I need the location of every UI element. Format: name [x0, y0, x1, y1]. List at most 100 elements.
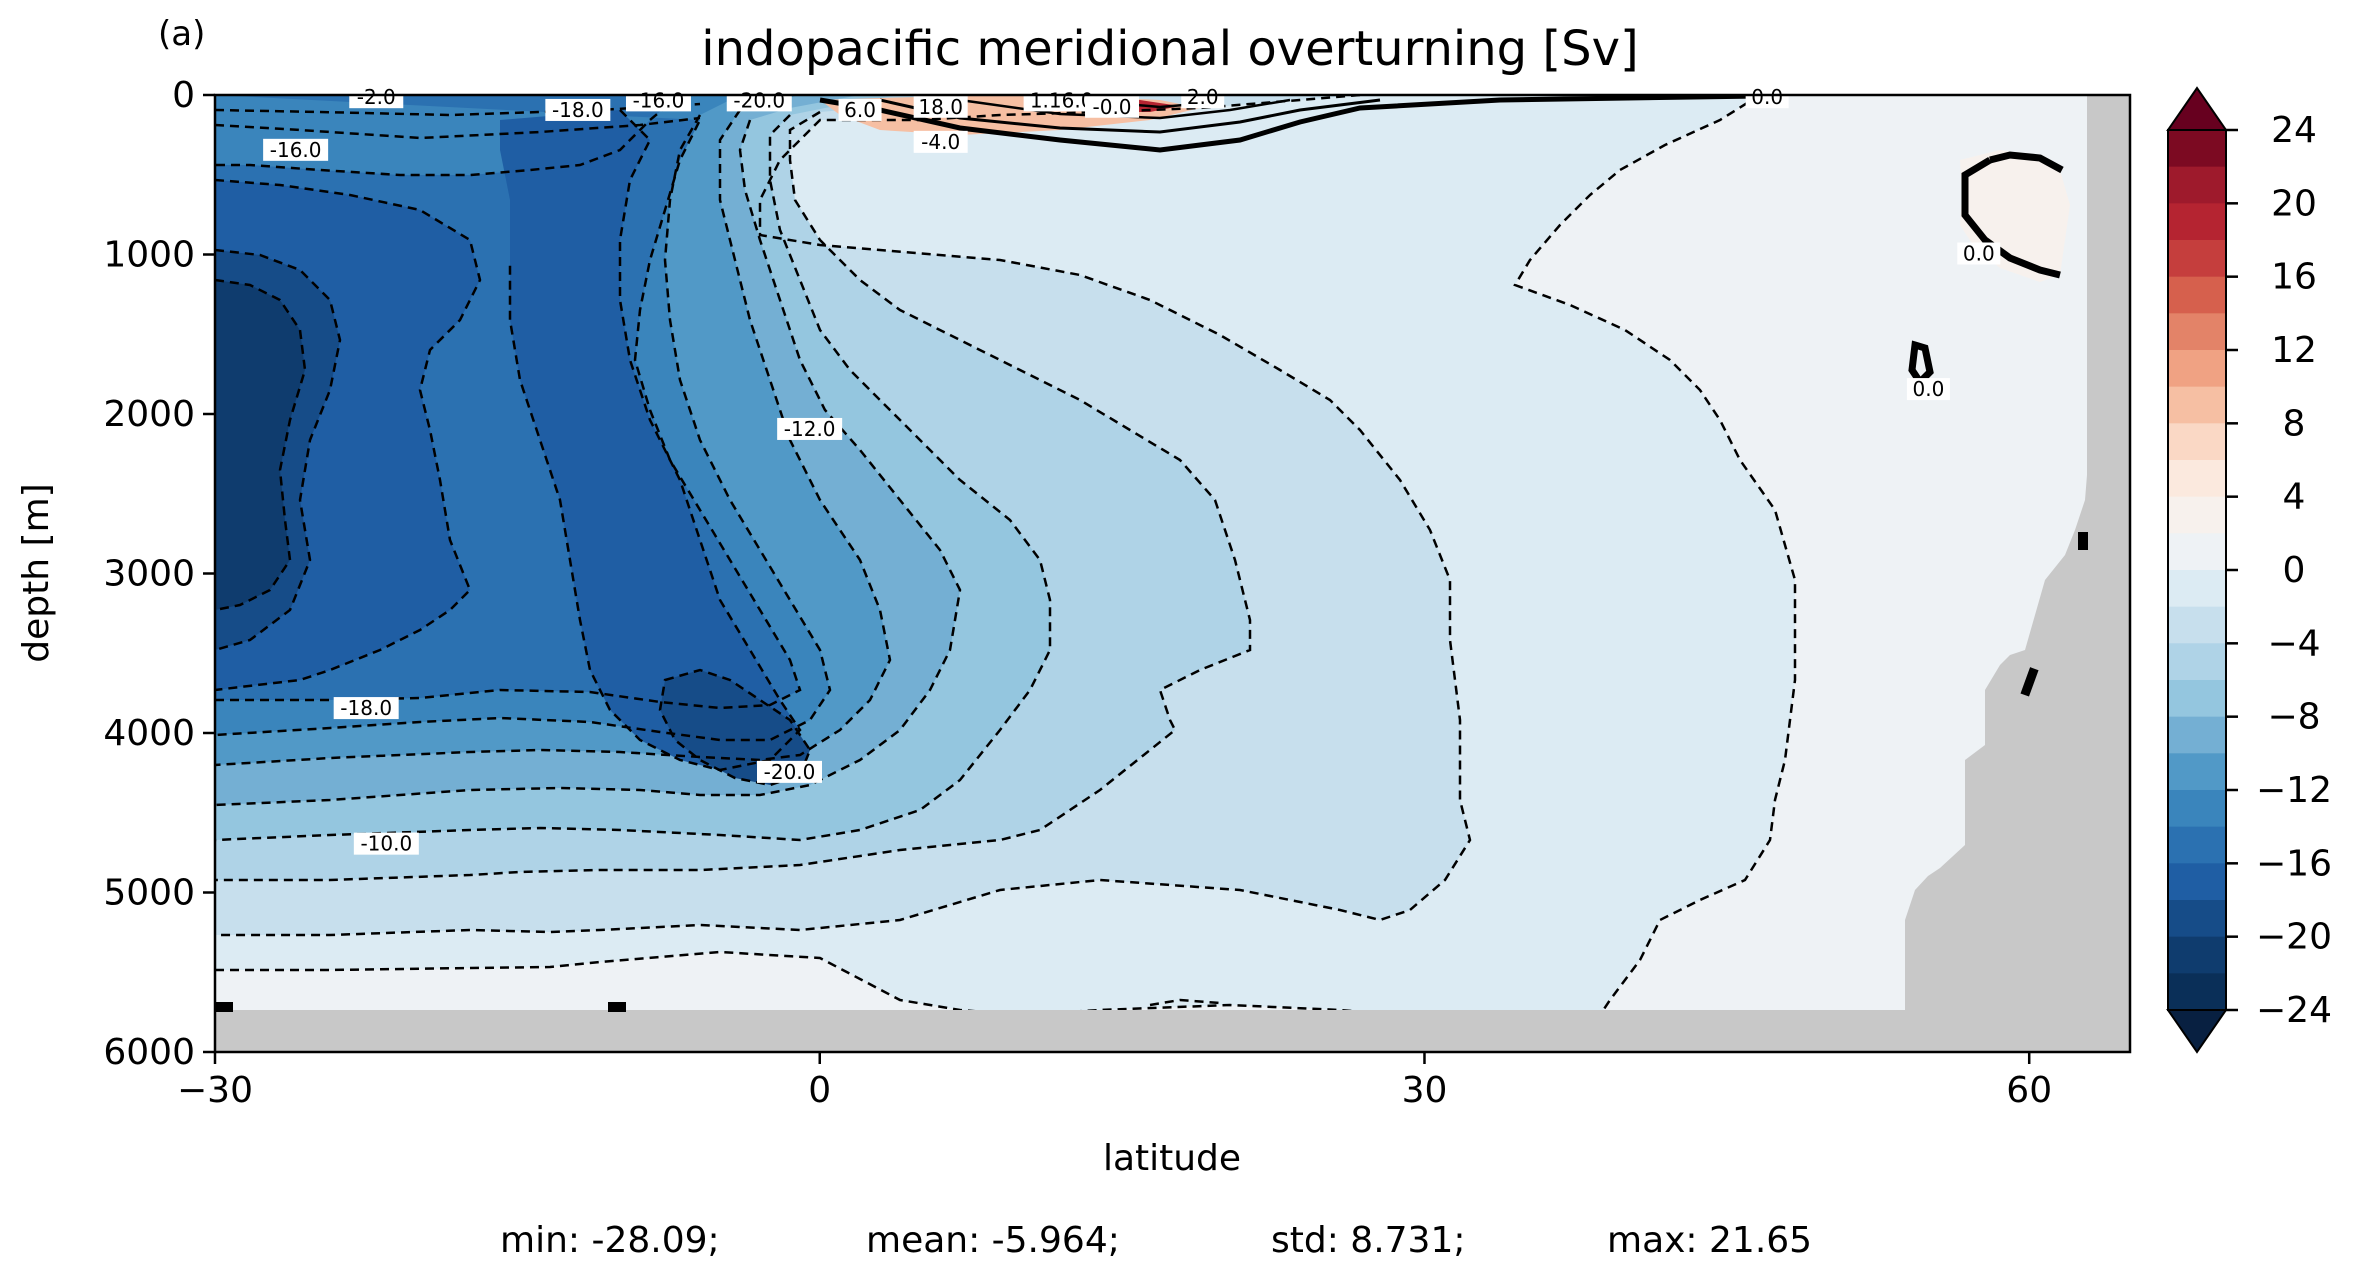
- topography-mask: [215, 95, 2130, 1052]
- svg-text:0.0: 0.0: [1751, 85, 1783, 109]
- svg-text:-20.0: -20.0: [764, 760, 816, 784]
- contour-labels: -2.0 -18.0 -16.0 -20.0 6.0 18.0 -4.0 1.16.0 -0.0…: [263, 85, 2001, 856]
- svg-text:-10.0: -10.0: [360, 832, 412, 856]
- plot-area: [215, 95, 2130, 1052]
- contour-label: -12.0: [777, 417, 843, 441]
- colorbar-band: [2168, 790, 2226, 828]
- colorbar-band: [2168, 680, 2226, 718]
- svg-text:-16.0: -16.0: [633, 88, 685, 112]
- colorbar-tick-label: 8: [2283, 403, 2306, 444]
- colorbar-tick-label: −16: [2256, 843, 2332, 884]
- svg-text:6.0: 6.0: [844, 98, 876, 122]
- colorbar-band: [2168, 936, 2226, 974]
- colorbar-band: [2168, 350, 2226, 388]
- colorbar-band: [2168, 203, 2226, 241]
- svg-text:-0.0: -0.0: [1093, 95, 1132, 119]
- x-tick-label: 30: [1402, 1070, 1448, 1111]
- colorbar-tick-label: −24: [2256, 990, 2332, 1031]
- svg-text:0.0: 0.0: [1913, 377, 1945, 401]
- colorbar-tick-label: 4: [2283, 477, 2306, 518]
- contour-label: 0.0: [1957, 242, 2001, 266]
- contour-label: 18.0: [913, 95, 968, 119]
- colorbar: 24 20 16 12 8 4 0 −4 −8 −12 −16 −20 −24: [2166, 86, 2332, 1054]
- band-minus-24: [215, 280, 305, 610]
- y-tick-label: 1000: [103, 235, 195, 276]
- contour-label: -2.0: [349, 85, 404, 109]
- contour-label: -16.0: [625, 88, 691, 112]
- svg-text:-12.0: -12.0: [784, 417, 836, 441]
- colorbar-band: [2168, 643, 2226, 681]
- colorbar-band: [2168, 753, 2226, 791]
- colorbar-band: [2168, 166, 2226, 204]
- colorbar-band: [2168, 130, 2226, 168]
- colorbar-band: [2168, 863, 2226, 901]
- svg-text:-20.0: -20.0: [733, 88, 785, 112]
- y-tick-label: 3000: [103, 554, 195, 595]
- colorbar-tick-label: 24: [2271, 110, 2317, 151]
- y-tick-label: 6000: [103, 1032, 195, 1073]
- topography-dashes: [215, 532, 2088, 1012]
- contour-label: -16.0: [263, 138, 329, 162]
- contour-label: -18.0: [545, 98, 611, 122]
- contour-label: -20.0: [726, 88, 792, 112]
- y-axis: 0 1000 2000 3000 4000 5000 6000: [103, 75, 215, 1073]
- contour-label: -10.0: [353, 832, 419, 856]
- svg-text:-18.0: -18.0: [552, 98, 604, 122]
- stat-mean: mean: -5.964;: [866, 1220, 1120, 1261]
- stats-row: min: -28.09; mean: -5.964; std: 8.731; m…: [500, 1220, 1812, 1261]
- colorbar-band: [2168, 606, 2226, 644]
- contour-label: -20.0: [757, 760, 822, 784]
- colorbar-band: [2168, 313, 2226, 351]
- colorbar-band: [2168, 716, 2226, 754]
- stat-max: max: 21.65: [1607, 1220, 1812, 1261]
- svg-text:-2.0: -2.0: [357, 85, 396, 109]
- panel-label: (a): [158, 14, 205, 54]
- stat-std: std: 8.731;: [1271, 1220, 1465, 1261]
- colorbar-band: [2168, 900, 2226, 938]
- colorbar-band: [2168, 240, 2226, 278]
- colorbar-tick-label: −12: [2256, 770, 2332, 811]
- colorbar-tick-label: −4: [2267, 623, 2320, 664]
- contour-lines: [215, 95, 1797, 1032]
- colorbar-extend-top: [2166, 86, 2228, 131]
- stat-min: min: -28.09;: [500, 1220, 720, 1261]
- contour-label: -0.0: [1085, 95, 1140, 119]
- svg-text:-18.0: -18.0: [340, 696, 392, 720]
- y-tick-label: 4000: [103, 713, 195, 754]
- x-axis: −30 0 30 60: [177, 1052, 2052, 1111]
- x-tick-label: 0: [808, 1070, 831, 1111]
- colorbar-tick-label: 16: [2271, 257, 2317, 298]
- colorbar-tick-label: 0: [2283, 550, 2306, 591]
- y-tick-label: 5000: [103, 873, 195, 914]
- contour-label: 6.0: [838, 98, 882, 122]
- x-axis-label: latitude: [1103, 1138, 1241, 1179]
- contour-label: 0.0: [1906, 377, 1950, 401]
- svg-text:2.0: 2.0: [1187, 85, 1219, 109]
- colorbar-band: [2168, 533, 2226, 571]
- colorbar-band: [2168, 496, 2226, 534]
- chart-title: indopacific meridional overturning [Sv]: [701, 21, 1638, 77]
- contour-label: 0.0: [1745, 85, 1789, 109]
- colorbar-band: [2168, 386, 2226, 424]
- svg-text:18.0: 18.0: [918, 95, 963, 119]
- svg-text:-16.0: -16.0: [270, 138, 322, 162]
- y-tick-label: 0: [172, 75, 195, 116]
- svg-text:0.0: 0.0: [1963, 242, 1995, 266]
- colorbar-band: [2168, 570, 2226, 608]
- contour-label: 2.0: [1181, 85, 1225, 109]
- x-tick-label: −30: [177, 1070, 253, 1111]
- colorbar-band: [2168, 826, 2226, 864]
- band-minus-20-deep: [500, 110, 800, 770]
- colorbar-band: [2168, 460, 2226, 498]
- colorbar-tick-label: 12: [2271, 330, 2317, 371]
- colorbar-band: [2168, 423, 2226, 461]
- contour-label: -18.0: [333, 696, 399, 720]
- colorbar-tick-label: −20: [2256, 917, 2332, 958]
- x-tick-label: 60: [2006, 1070, 2052, 1111]
- colorbar-band: [2168, 276, 2226, 314]
- y-tick-label: 2000: [103, 394, 195, 435]
- contour-label: -4.0: [913, 130, 968, 154]
- svg-text:1.16.0: 1.16.0: [1030, 88, 1094, 112]
- y-axis-label: depth [m]: [16, 483, 57, 662]
